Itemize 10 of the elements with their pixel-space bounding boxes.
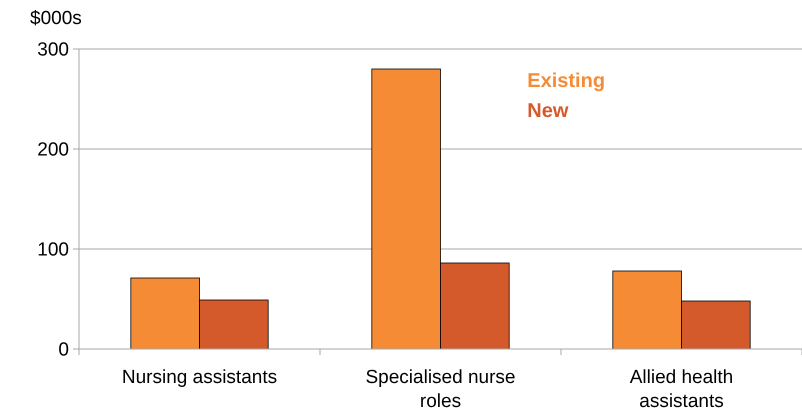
y-tick-label: 200 bbox=[37, 140, 69, 161]
x-tick-label: Allied health assistants bbox=[630, 367, 734, 412]
text: Existing bbox=[527, 70, 606, 92]
y-tick-label: 100 bbox=[37, 240, 69, 261]
y-tick-label: 0 bbox=[58, 340, 69, 361]
y-axis-title: $000s bbox=[30, 8, 82, 29]
x-tick-label: Specialised nurse roles bbox=[366, 367, 516, 412]
text: New bbox=[527, 100, 569, 122]
x-tick-label: Nursing assistants bbox=[122, 367, 278, 388]
y-tick-label: 300 bbox=[37, 40, 69, 61]
